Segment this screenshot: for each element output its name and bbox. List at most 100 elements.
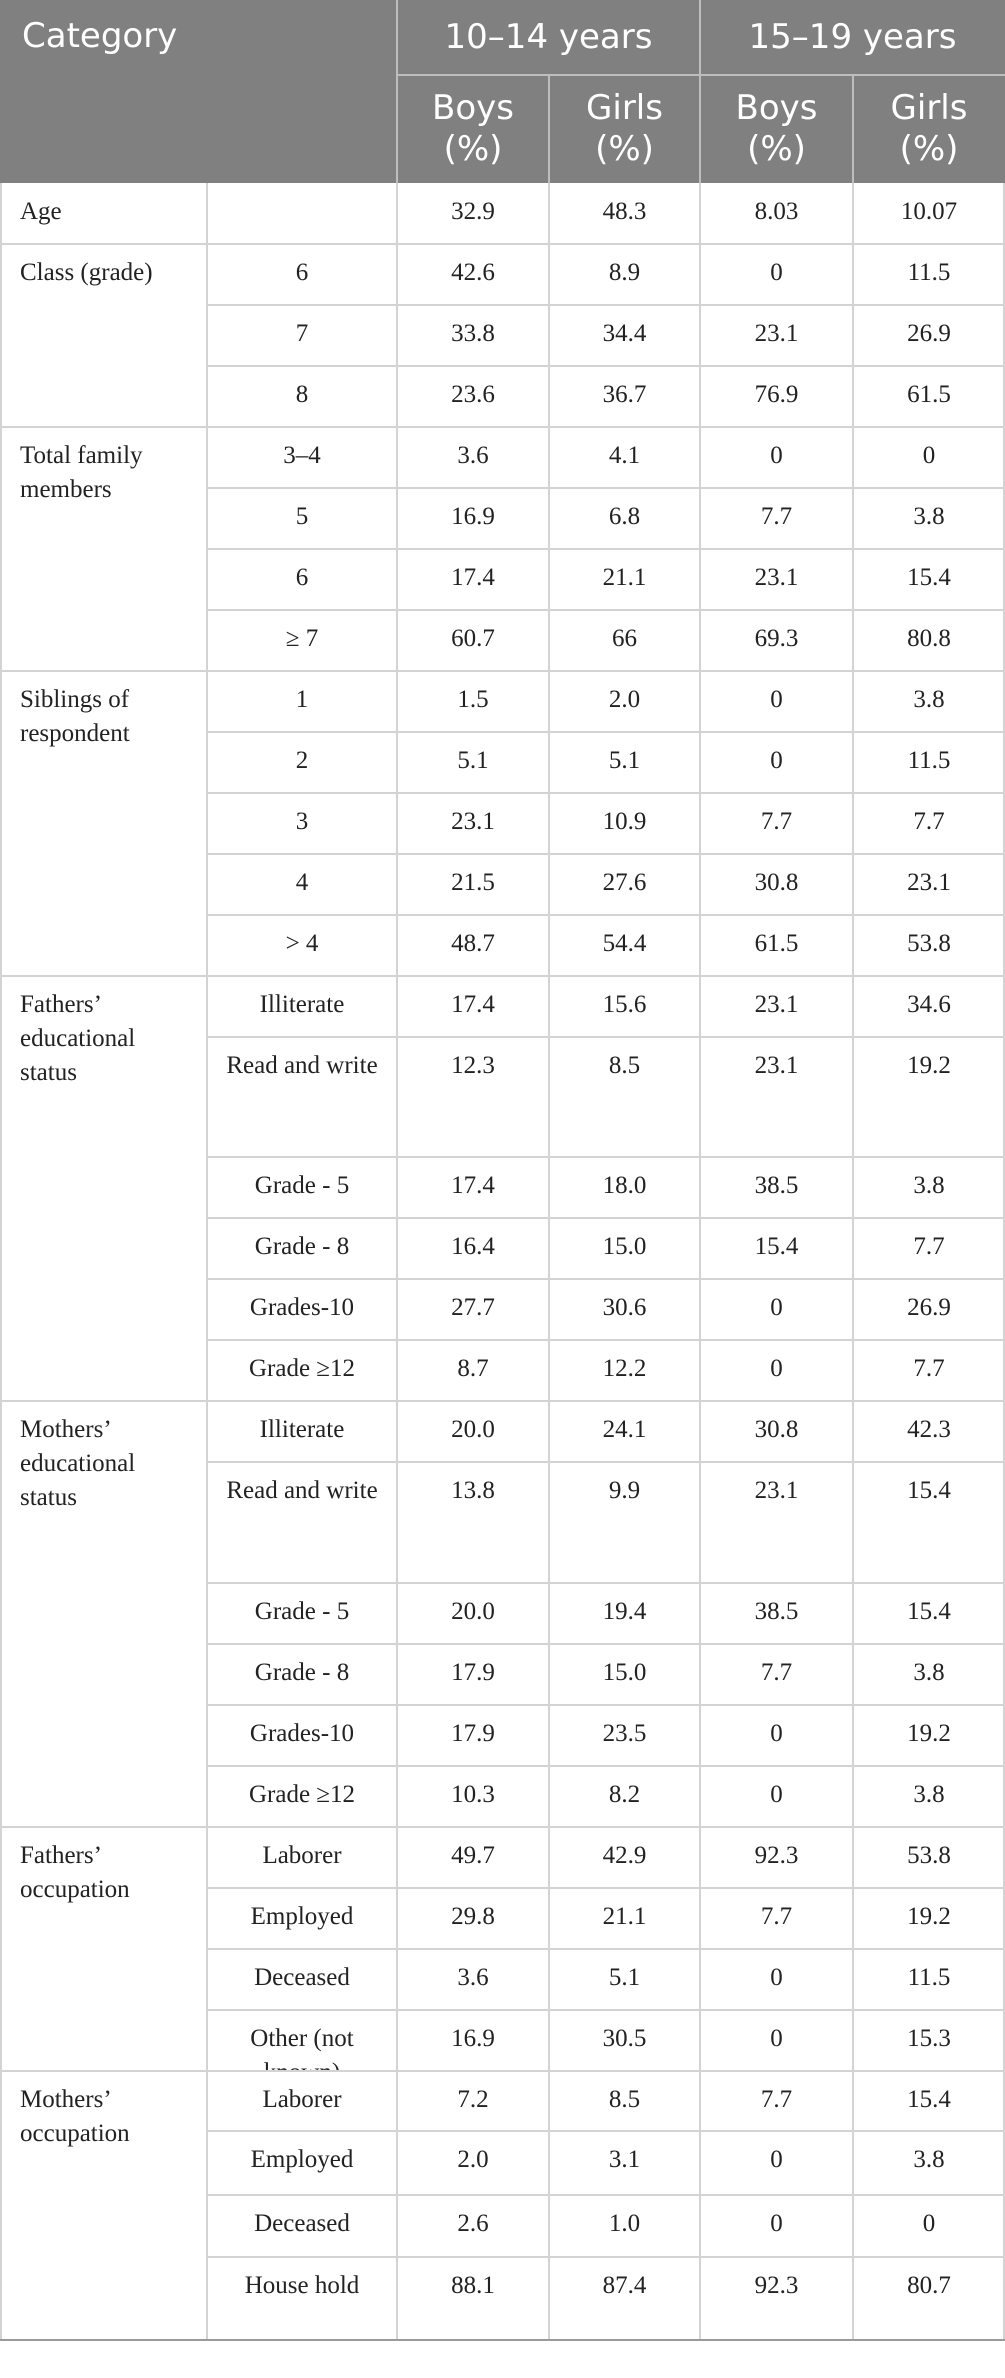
table-cell-value: 19.4 — [602, 1598, 647, 1625]
header-divider — [396, 0, 398, 183]
table-cell-value: 8.9 — [608, 259, 641, 286]
header-divider — [397, 74, 1005, 76]
table-cell-value: 10.9 — [602, 808, 647, 835]
table-cell-value: 23.1 — [754, 320, 799, 347]
table-cell-value: 32.9 — [451, 198, 495, 225]
table-cell-value: 42.9 — [602, 1842, 647, 1869]
group-divider — [0, 975, 207, 977]
row-divider — [207, 853, 1005, 855]
table-cell-value: 61.5 — [754, 930, 799, 957]
group-divider — [0, 2070, 207, 2072]
table-cell-value: 3.8 — [913, 2146, 945, 2173]
table-cell-value: 7.7 — [760, 1903, 793, 1930]
table-cell-subcategory: 7 — [295, 320, 309, 347]
header-group-10-14: 10–14 years — [397, 0, 700, 75]
table-cell-value: 92.3 — [754, 1842, 799, 1869]
table-cell-value: 80.8 — [907, 625, 951, 652]
table-cell-value: 88.1 — [451, 2272, 495, 2299]
table-cell-value: 26.9 — [907, 1294, 951, 1321]
table-cell-value: 54.4 — [602, 930, 647, 957]
table-cell-value: 15.3 — [907, 2025, 951, 2052]
table-cell-value: 3.8 — [913, 1659, 945, 1686]
table-cell-value: 24.1 — [602, 1416, 647, 1443]
table-cell-value: 17.4 — [451, 991, 495, 1018]
header-category: Category — [0, 0, 397, 183]
table-cell-value: 34.6 — [907, 991, 951, 1018]
group-divider — [0, 243, 207, 245]
table-cell-value: 3.8 — [913, 686, 945, 713]
table-cell-value: 15.4 — [907, 2086, 951, 2113]
table-cell-subcategory: Laborer — [262, 1842, 342, 1869]
table-cell-value: 2.0 — [608, 686, 641, 713]
table-cell-value: 0 — [922, 2210, 936, 2237]
table-cell-value: 7.7 — [913, 1355, 945, 1382]
row-divider — [207, 792, 1005, 794]
row-divider — [207, 609, 1005, 611]
table-cell-category: Fathers’ occupation — [20, 1842, 130, 1903]
table-cell-value: 4.1 — [608, 442, 641, 469]
table-cell-value: 48.7 — [451, 930, 495, 957]
table-cell-value: 3.6 — [457, 442, 489, 469]
row-divider — [207, 1765, 1005, 1767]
table-cell-subcategory: Employed — [250, 1903, 354, 1930]
table-cell-subcategory: Read and write — [226, 1052, 378, 1079]
table-cell-value: 5.1 — [608, 747, 641, 774]
table-cell-category: Siblings of respondent — [20, 686, 130, 747]
table-cell-value: 23.6 — [451, 381, 495, 408]
table-cell-category: Mothers’ educational status — [20, 1416, 136, 1511]
row-divider — [207, 731, 1005, 733]
row-divider — [207, 304, 1005, 306]
table-cell-value: 48.3 — [602, 198, 647, 225]
table-cell-value: 3.8 — [913, 1781, 945, 1808]
table-cell-value: 0 — [770, 1355, 783, 1382]
row-divider — [207, 914, 1005, 916]
group-divider — [0, 670, 207, 672]
table-cell-value: 42.6 — [451, 259, 495, 286]
row-divider — [207, 1036, 1005, 1038]
table-cell-value: 15.4 — [907, 564, 951, 591]
row-divider — [207, 1461, 1005, 1463]
table-cell-value: 49.7 — [451, 1842, 495, 1869]
row-divider — [207, 243, 1005, 245]
table-cell-value: 8.03 — [754, 198, 799, 225]
table-cell-value: 30.6 — [602, 1294, 647, 1321]
column-divider — [852, 183, 854, 2340]
table-cell-value: 19.2 — [907, 1720, 951, 1747]
table-cell-value: 1.5 — [457, 686, 489, 713]
table-cell-value: 12.3 — [451, 1052, 495, 1079]
row-divider — [207, 1643, 1005, 1645]
group-divider — [0, 426, 207, 428]
table-cell-subcategory: Illiterate — [259, 991, 345, 1018]
table-cell-value: 15.0 — [602, 1233, 647, 1260]
table-cell-value: 17.9 — [451, 1720, 495, 1747]
table-cell-value: 7.7 — [760, 503, 793, 530]
row-divider — [207, 1948, 1005, 1950]
table-cell-value: 30.5 — [602, 2025, 647, 2052]
table-cell-value: 27.7 — [451, 1294, 495, 1321]
table-cell-value: 38.5 — [754, 1172, 799, 1199]
table-cell-value: 9.9 — [608, 1477, 641, 1504]
table-cell-value: 15.0 — [602, 1659, 647, 1686]
table-cell-value: 7.7 — [760, 808, 793, 835]
table-cell-value: 5.1 — [608, 1964, 641, 1991]
row-divider — [207, 2256, 1005, 2258]
table-cell-subcategory: Grade - 5 — [254, 1172, 350, 1199]
table-cell-value: 7.7 — [760, 1659, 793, 1686]
table-cell-value: 10.3 — [451, 1781, 495, 1808]
table-cell-value: 16.9 — [451, 2025, 495, 2052]
table-cell-value: 3.6 — [457, 1964, 489, 1991]
group-divider — [0, 1826, 207, 1828]
row-divider — [207, 2009, 1005, 2011]
table-cell-value: 0 — [770, 1964, 783, 1991]
table-cell-value: 3.8 — [913, 503, 945, 530]
table-cell-value: 19.2 — [907, 1052, 951, 1079]
row-divider — [207, 1582, 1005, 1584]
table-cell-subcategory: 6 — [295, 259, 309, 286]
table-cell-value: 87.4 — [602, 2272, 647, 2299]
table-cell-subcategory: > 4 — [285, 930, 319, 957]
column-divider — [206, 183, 208, 2340]
table-cell-value: 76.9 — [754, 381, 799, 408]
table-cell-subcategory: Illiterate — [259, 1416, 345, 1443]
table-cell-subcategory: Grade - 8 — [254, 1659, 350, 1686]
